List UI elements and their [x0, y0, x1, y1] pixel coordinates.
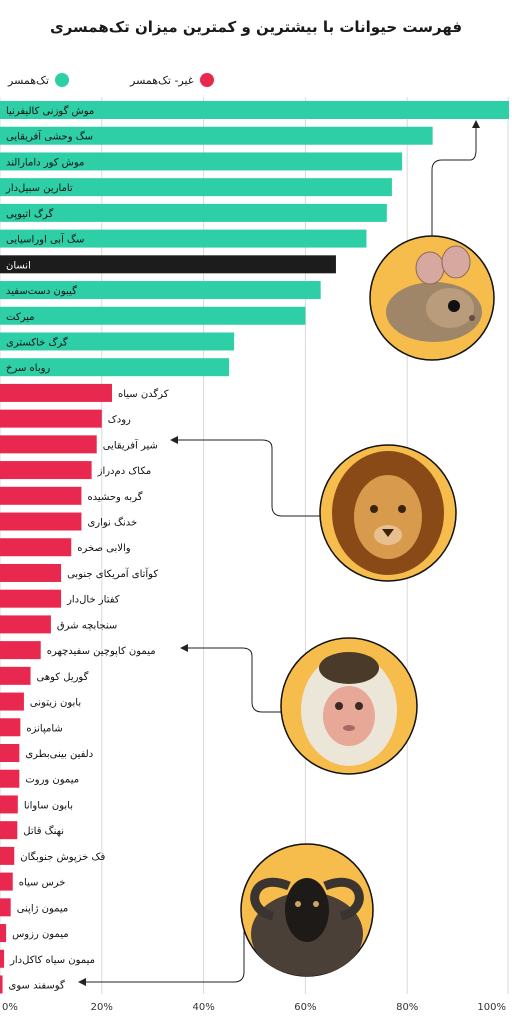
bar-label: میمون رزوس — [12, 929, 69, 940]
sheep-connector — [78, 930, 245, 986]
legend-non-monogamous: غیر- تک‌همسر — [130, 70, 214, 90]
bar-label: کرگدن سیاه — [118, 388, 169, 400]
x-tick-label: 80% — [396, 1002, 418, 1013]
bar — [0, 229, 367, 248]
bar — [0, 409, 102, 428]
bar — [0, 821, 18, 840]
legend-monogamous-swatch — [54, 73, 69, 87]
bar — [0, 178, 392, 197]
bar-label: گوریل کوهی — [37, 671, 89, 683]
bar-label: انسان — [6, 260, 31, 271]
lion-connector — [170, 436, 320, 517]
legend-monogamous-label: تک‌همسر — [8, 73, 49, 87]
bar-label: موش گوزنی کالیفرنیا — [6, 105, 94, 117]
bar — [0, 563, 62, 582]
callout-photos — [240, 235, 495, 977]
bar-label: خدنگ نواری — [87, 517, 137, 529]
x-tick-label: 100% — [477, 1002, 506, 1013]
bar — [0, 306, 306, 325]
bar-label: شیر آفریقایی — [103, 438, 158, 451]
bar — [0, 898, 11, 917]
legend-non-monogamous-label: غیر- تک‌همسر — [130, 73, 194, 87]
bar-label: تامارین سبیل‌دار — [5, 183, 73, 194]
mouse-photo-icon — [369, 235, 495, 361]
bar-label: میمون سیاه کاکل‌دار — [9, 955, 95, 966]
bar-label: شامپانزه — [26, 723, 62, 734]
bar-label: گوسفند سوی — [9, 979, 65, 991]
x-tick-label: 60% — [294, 1002, 316, 1013]
bar — [0, 718, 21, 737]
bar-label: بابون ساوانا — [24, 800, 73, 811]
bar-label: دلفین بینی‌بطری — [25, 749, 93, 760]
bar-label: موش کور دامارالند — [6, 157, 84, 168]
bar — [0, 795, 18, 814]
bar-label: روباه سرخ — [6, 363, 50, 374]
bar — [0, 615, 51, 634]
bar — [0, 692, 24, 711]
bar — [0, 203, 387, 222]
bar-label: گرگ اتیوپی — [6, 207, 54, 220]
mouse-connector — [431, 120, 480, 236]
bar-label: خرس سیاه — [19, 878, 66, 889]
bar-label: سنجابچه شرق — [57, 620, 117, 631]
x-tick-label: 0% — [2, 1002, 18, 1013]
callout-connectors — [78, 120, 480, 986]
bar-label: گربه وحشیده — [87, 491, 142, 503]
bar — [0, 126, 433, 145]
bar — [0, 589, 62, 608]
bar — [0, 872, 13, 891]
bar — [0, 281, 321, 300]
bar-label: نهنگ قاتل — [23, 825, 64, 837]
bars: موش گوزنی کالیفرنیا سگ وحشی آفریقایی موش ک… — [0, 101, 509, 994]
bar-label: فک خزپوش جنوبگان — [20, 851, 105, 863]
bar — [0, 666, 31, 685]
bar-label: رودک — [108, 415, 131, 426]
x-tick-label: 20% — [91, 1002, 113, 1013]
lion-photo-icon — [319, 444, 457, 582]
sheep-photo-icon — [240, 843, 374, 977]
bar-label: کوآتای آمریکای جنوبی — [67, 567, 158, 580]
bar — [0, 332, 235, 351]
bar — [0, 101, 509, 119]
bar-label: سگ آبی اوراسیایی — [6, 233, 84, 246]
bar-label: والابی صخره — [77, 543, 130, 554]
bar — [0, 383, 112, 402]
chart-title: فهرست حیوانات با بیشترین و کمترین میزان … — [49, 18, 463, 36]
bar — [0, 924, 7, 943]
bar — [0, 255, 336, 274]
bar-label: کفتار خال‌دار — [66, 595, 120, 606]
x-tick-labels: 0% 20% 40% 60% 80% 100% — [2, 1002, 506, 1013]
bar — [0, 512, 82, 531]
bar-label: گیبون دست‌سفید — [6, 285, 77, 297]
bar — [0, 641, 41, 660]
bar — [0, 949, 5, 968]
bar — [0, 358, 230, 377]
bar-label: میمون کاپوچین سفیدچهره — [47, 646, 156, 657]
bar — [0, 435, 97, 454]
bar — [0, 846, 15, 865]
bar-label: میمون ژاپنی — [17, 903, 69, 914]
legend-non-monogamous-swatch — [199, 73, 214, 87]
bar — [0, 744, 20, 762]
capuchin-photo-icon — [280, 637, 418, 775]
bar — [0, 769, 20, 788]
bar-label: میرکت — [6, 312, 34, 323]
bar — [0, 538, 72, 557]
capuchin-connector — [180, 644, 282, 713]
bar — [0, 461, 92, 480]
bar — [0, 152, 403, 171]
bar — [0, 975, 3, 994]
bar-label: گرگ خاکستری — [6, 335, 68, 348]
bar — [0, 486, 82, 505]
legend-monogamous: تک‌همسر — [8, 70, 69, 90]
bar-label: میمون وروت — [25, 775, 79, 786]
x-tick-label: 40% — [192, 1002, 214, 1013]
bar-label: سگ وحشی آفریقایی — [6, 130, 93, 143]
bar-label: بابون زیتونی — [30, 698, 81, 709]
bar-label: مکاک دم‌دراز — [97, 466, 152, 477]
